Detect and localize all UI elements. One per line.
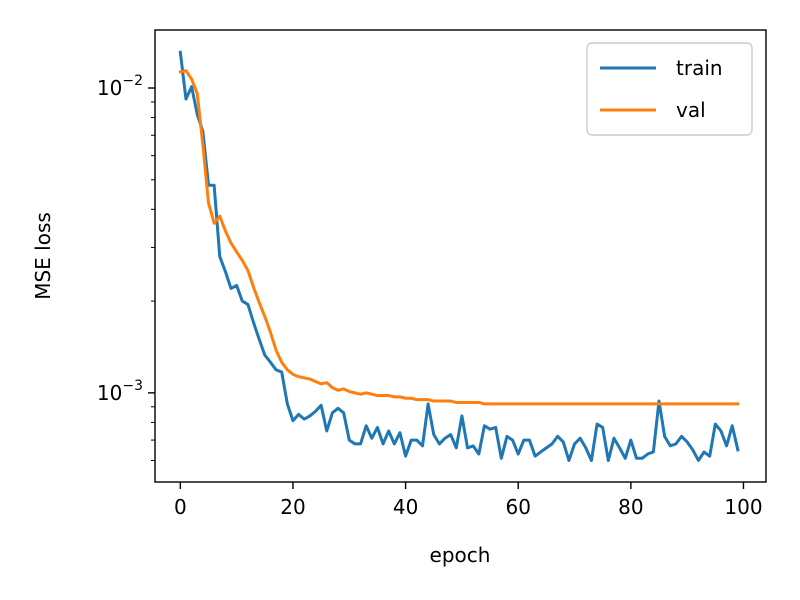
legend: train val: [586, 42, 753, 136]
x-tick-label: 60: [505, 495, 530, 519]
plot-lines: [178, 50, 740, 462]
plot-frame: [154, 29, 767, 483]
series-line-val: [178, 69, 740, 406]
x-tick-label: 80: [618, 495, 643, 519]
y-axis: 10−2 10−3: [97, 73, 155, 461]
legend-label-val: val: [676, 98, 706, 122]
legend-box: [586, 42, 753, 136]
x-tick-label: 100: [724, 495, 762, 519]
y-tick-label: 10−3: [97, 378, 143, 405]
x-tick-label: 20: [280, 495, 305, 519]
y-tick-label: 10−2: [97, 73, 143, 100]
x-tick-label: 0: [174, 495, 187, 519]
x-tick-label: 40: [393, 495, 418, 519]
legend-label-train: train: [676, 56, 723, 80]
series-line-train: [178, 50, 740, 462]
x-axis: 0 20 40 60 80 100: [174, 482, 763, 519]
y-axis-label: MSE loss: [31, 212, 55, 300]
x-axis-label: epoch: [430, 543, 491, 567]
